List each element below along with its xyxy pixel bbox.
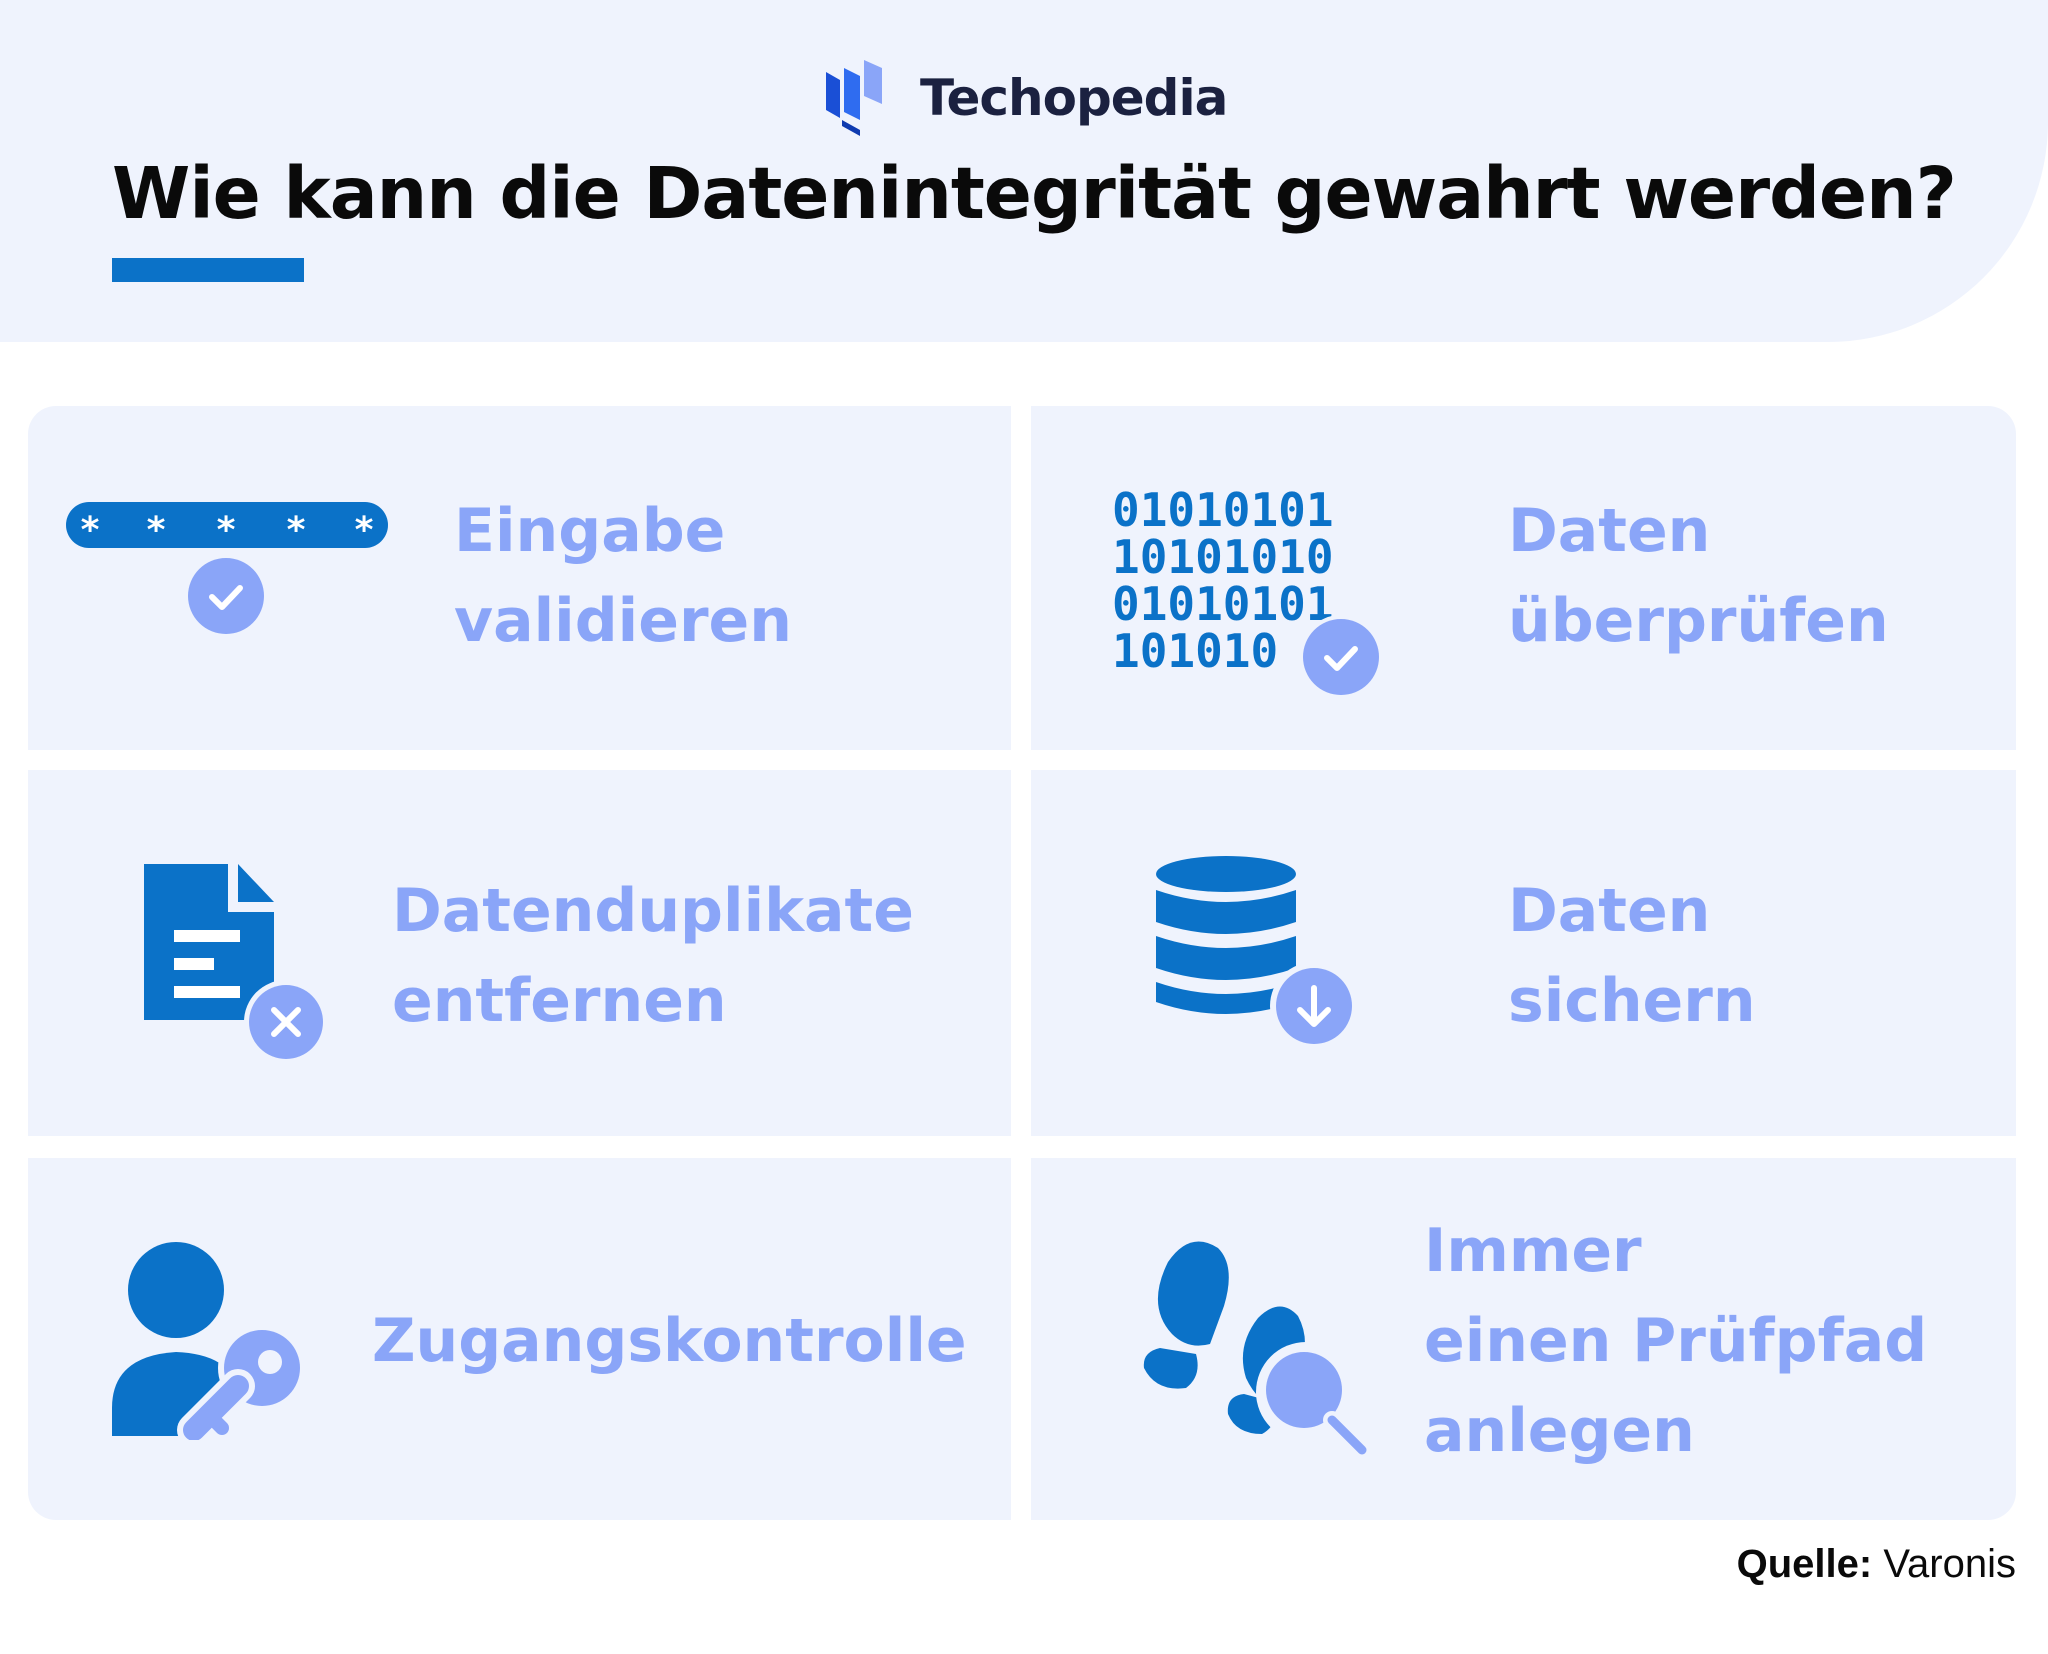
svg-text:*: * — [81, 510, 100, 551]
source-credit: Quelle: Varonis — [1737, 1542, 2016, 1587]
user-key-icon — [112, 1242, 306, 1440]
label-pruefpfad-anlegen: Immer einen Prüfpfad anlegen — [1424, 1216, 1928, 1466]
label-datenduplikate-entfernen: Datenduplikate entfernen — [392, 876, 914, 1036]
label-daten-sichern: Daten sichern — [1508, 876, 1756, 1036]
page-title: Wie kann die Datenintegrität gewahrt wer… — [112, 152, 1957, 235]
card-zugangskontrolle — [28, 1158, 1011, 1520]
techopedia-logo-icon — [826, 60, 882, 136]
document-remove-icon — [144, 864, 328, 1064]
source-label: Quelle: — [1736, 1542, 1873, 1586]
header-background — [0, 0, 2048, 342]
svg-text:*: * — [287, 510, 306, 551]
svg-text:*: * — [217, 510, 236, 551]
binary-check-icon: 01010101 10101010 01010101 101010 — [1112, 483, 1383, 699]
label-eingabe-validieren: Eingabe validieren — [454, 496, 792, 656]
svg-text:*: * — [355, 510, 374, 551]
binary-line: 10101010 — [1112, 530, 1334, 584]
title-underline — [112, 258, 304, 282]
svg-text:*: * — [147, 510, 166, 551]
password-check-icon: * * * * * — [66, 502, 388, 634]
binary-line: 101010 — [1112, 624, 1278, 678]
database-download-icon — [1156, 856, 1358, 1050]
brand-logo: Techopedia — [826, 60, 1228, 136]
label-daten-ueberpruefen: Daten überprüfen — [1508, 496, 1889, 656]
footprints-search-icon — [1143, 1241, 1373, 1458]
card-daten-ueberpruefen — [1031, 406, 2016, 750]
binary-line: 01010101 — [1112, 483, 1334, 537]
card-eingabe-validieren — [28, 406, 1011, 750]
brand-name: Techopedia — [920, 69, 1228, 127]
source-value: Varonis — [1883, 1542, 2016, 1586]
binary-line: 01010101 — [1112, 577, 1334, 631]
label-zugangskontrolle: Zugangskontrolle — [372, 1306, 967, 1376]
